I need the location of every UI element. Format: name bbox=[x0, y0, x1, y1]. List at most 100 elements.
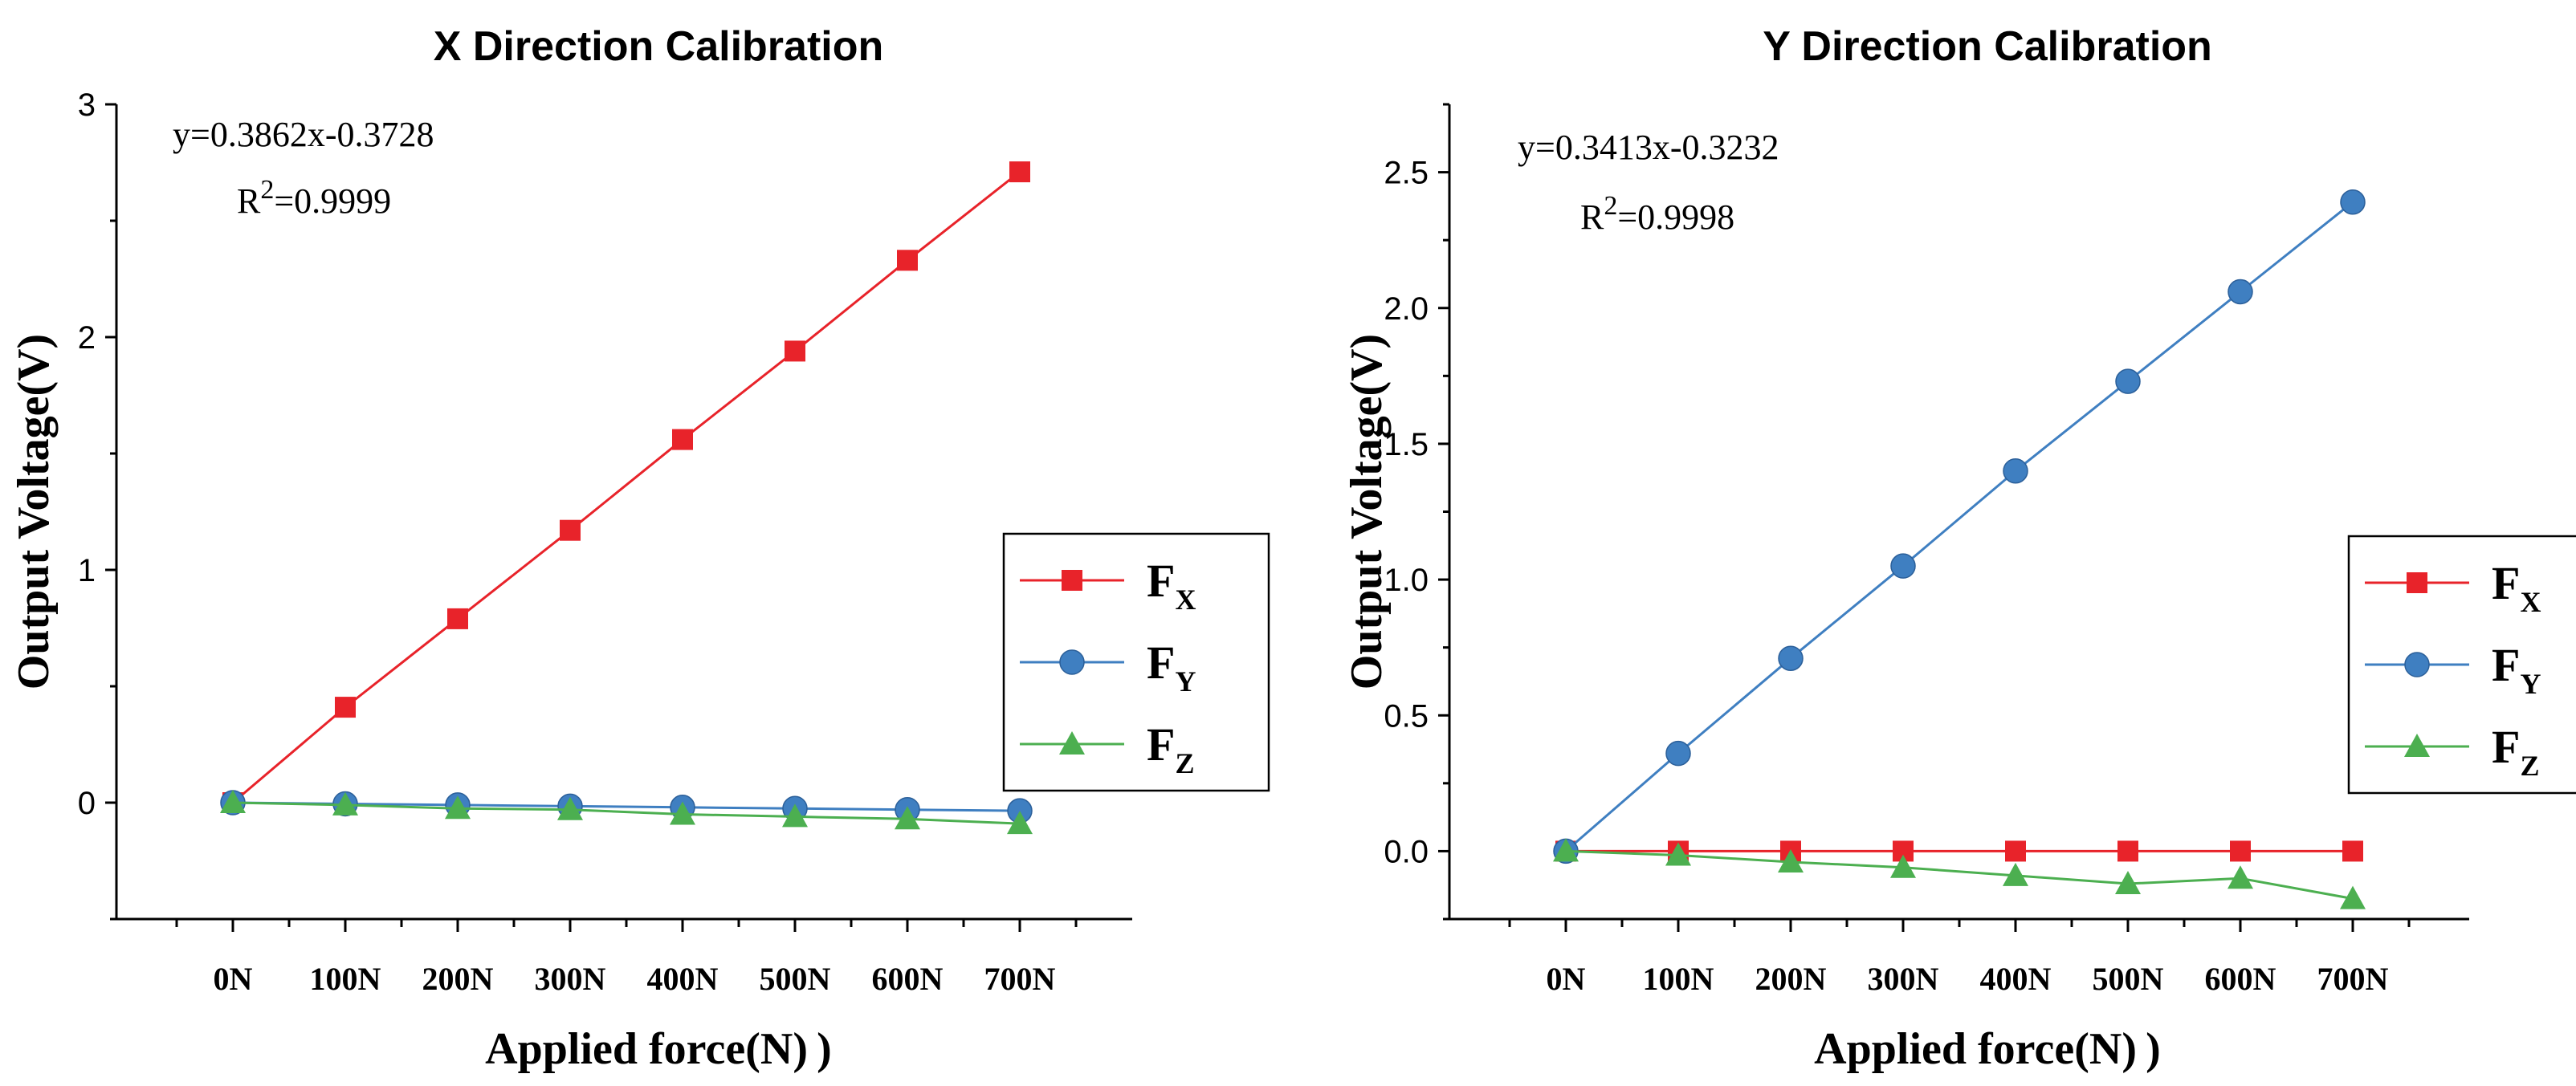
data-point bbox=[2228, 865, 2253, 889]
legend-marker bbox=[1059, 649, 1085, 675]
legend-entry: FZ bbox=[2492, 721, 2539, 782]
data-point bbox=[445, 795, 471, 820]
data-point bbox=[785, 340, 805, 362]
data-point bbox=[220, 790, 246, 813]
fit-equation: y=0.3413x-0.3232 bbox=[1518, 128, 1779, 167]
data-point bbox=[2228, 279, 2253, 305]
data-point bbox=[1890, 553, 1916, 579]
legend-subscript: X bbox=[2520, 586, 2541, 618]
data-point bbox=[557, 796, 583, 820]
r-squared-prefix: R bbox=[237, 181, 261, 221]
y-tick-label: 0.0 bbox=[1384, 834, 1429, 869]
x-tick-label: 700N bbox=[2317, 961, 2389, 997]
data-point bbox=[2115, 368, 2141, 394]
series-line bbox=[232, 801, 1021, 825]
legend-entry: FX bbox=[1147, 555, 1196, 616]
legend-subscript: Z bbox=[2520, 750, 2539, 782]
x-tick-label: 200N bbox=[422, 961, 494, 997]
data-point bbox=[2115, 871, 2141, 895]
x-tick-label: 700N bbox=[984, 961, 1056, 997]
data-point bbox=[1778, 848, 1804, 872]
x-tick-label: 0N bbox=[214, 961, 253, 997]
r-squared-value: =0.9998 bbox=[1617, 197, 1734, 237]
r-squared-value: =0.9999 bbox=[274, 181, 391, 221]
chart-y-direction: Y Direction Calibration 0.0 0.5 1.0 1.5 2.0 2.… bbox=[1342, 23, 2576, 1074]
data-point bbox=[1009, 161, 1030, 183]
data-point bbox=[895, 806, 920, 830]
data-point bbox=[2117, 840, 2138, 862]
legend-name: F bbox=[2492, 557, 2520, 609]
y-tick-label: 2.5 bbox=[1384, 156, 1429, 191]
data-point bbox=[447, 608, 468, 629]
x-tick-label: 100N bbox=[310, 961, 381, 997]
y-tick-label: 1.0 bbox=[1384, 563, 1429, 598]
x-tick-label: 100N bbox=[1643, 961, 1714, 997]
legend-entry: FY bbox=[2492, 639, 2541, 700]
data-point bbox=[2005, 840, 2026, 862]
x-tick-label: 600N bbox=[872, 961, 944, 997]
data-point bbox=[897, 250, 918, 271]
legend-marker bbox=[2404, 652, 2430, 677]
data-point bbox=[2230, 840, 2251, 862]
r-squared-sup: 2 bbox=[1604, 191, 1617, 221]
data-point bbox=[782, 803, 808, 828]
legend-name: F bbox=[2492, 639, 2520, 691]
series-fx bbox=[222, 161, 1030, 813]
x-axis-label: Applied force(N) ) bbox=[1814, 1024, 2161, 1074]
series-line bbox=[1565, 849, 2354, 901]
y-tick-label: 3 bbox=[78, 87, 96, 123]
x-tick-label: 600N bbox=[2205, 961, 2276, 997]
series-line bbox=[1565, 201, 2354, 852]
series-fz bbox=[220, 790, 1033, 835]
x-tick-label: 500N bbox=[760, 961, 831, 997]
r-squared-sup: 2 bbox=[260, 175, 274, 205]
series-line bbox=[232, 170, 1021, 804]
y-axis-label: Output Voltage(V) bbox=[9, 334, 59, 689]
r-squared: R2=0.9998 bbox=[1580, 191, 1734, 237]
data-point bbox=[2003, 458, 2028, 484]
legend-name: F bbox=[1147, 637, 1175, 689]
legend-name: F bbox=[1147, 555, 1175, 607]
legend-subscript: Z bbox=[1175, 747, 1194, 779]
y-tick-label: 2.0 bbox=[1384, 291, 1429, 327]
x-tick-label: 400N bbox=[1980, 961, 2052, 997]
data-point bbox=[335, 697, 356, 718]
legend-subscript: X bbox=[1175, 584, 1196, 616]
y-tick-label: 0.5 bbox=[1384, 698, 1429, 734]
y-tick-label: 2 bbox=[78, 320, 96, 356]
data-point bbox=[670, 801, 695, 825]
legend-entry: FZ bbox=[1147, 718, 1194, 779]
legend-subscript: Y bbox=[2520, 668, 2541, 700]
legend-name: F bbox=[1147, 718, 1175, 771]
data-point bbox=[1665, 740, 1691, 767]
data-point bbox=[1553, 838, 1579, 862]
data-point bbox=[2342, 840, 2363, 862]
data-point bbox=[1778, 645, 1804, 671]
series-fz bbox=[1553, 838, 2366, 909]
data-point bbox=[2340, 189, 2366, 215]
y-axis-label: Output Voltage(V) bbox=[1342, 334, 1392, 689]
y-tick-label: 1 bbox=[78, 553, 96, 588]
legend-marker bbox=[2407, 572, 2427, 593]
r-squared: R2=0.9999 bbox=[237, 175, 391, 221]
x-tick-label: 300N bbox=[535, 961, 606, 997]
legend-entry: FY bbox=[1147, 637, 1196, 698]
chart-title: Y Direction Calibration bbox=[1763, 23, 2212, 70]
x-tick-label: 500N bbox=[2093, 961, 2164, 997]
legend-entry: FX bbox=[2492, 557, 2541, 618]
legend-marker bbox=[1062, 570, 1082, 591]
data-point bbox=[560, 519, 581, 541]
series-fy bbox=[1553, 189, 2366, 864]
data-point bbox=[2340, 885, 2366, 909]
x-tick-label: 400N bbox=[647, 961, 719, 997]
data-point bbox=[672, 429, 693, 450]
x-tick-label: 200N bbox=[1755, 961, 1827, 997]
legend-name: F bbox=[2492, 721, 2520, 773]
x-axis-label: Applied force(N) ) bbox=[485, 1024, 832, 1074]
data-point bbox=[332, 791, 358, 816]
data-point bbox=[1665, 842, 1691, 866]
data-point bbox=[2003, 862, 2028, 886]
